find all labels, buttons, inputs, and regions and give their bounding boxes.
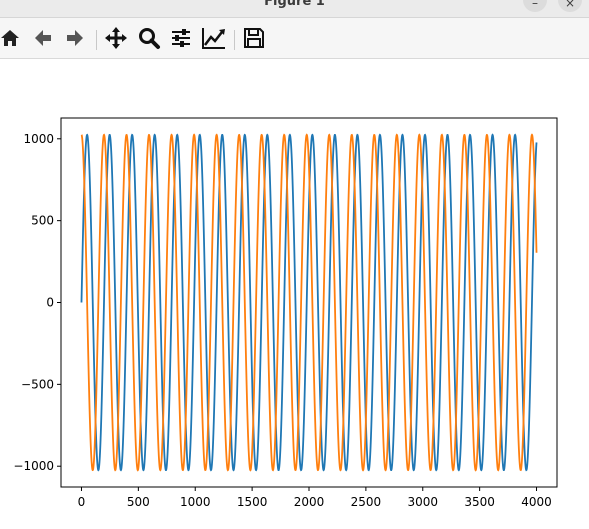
edit-axis-lines-icon: [201, 26, 227, 50]
x-tick-label: 3000: [407, 495, 438, 509]
y-tick-label: 1000: [23, 132, 54, 146]
zoom-magnifier-icon: [137, 26, 161, 50]
window-titlebar: Figure 1 – ×: [0, 0, 589, 18]
x-tick-label: 1000: [180, 495, 211, 509]
close-icon: ×: [565, 0, 575, 10]
forward-arrow-icon: [64, 27, 86, 49]
configure-subplots-icon: [169, 26, 193, 50]
y-tick-label: 500: [31, 214, 54, 228]
pan-move-icon: [104, 26, 128, 50]
y-tick-label: 0: [46, 296, 54, 310]
y-axis-ticks: −1000 −500 0 500 1000: [13, 132, 61, 473]
y-tick-label: −1000: [13, 459, 54, 473]
figure-canvas: 0 500 1000 1500 2000 2500 3000 3500 4000 −1000 −5…: [0, 59, 589, 529]
toolbar-separator: [96, 30, 97, 50]
save-button[interactable]: [240, 24, 268, 52]
x-tick-label: 1500: [237, 495, 268, 509]
navigation-toolbar: [0, 18, 589, 59]
home-button[interactable]: [0, 24, 24, 52]
toolbar-separator: [234, 30, 235, 50]
back-arrow-icon: [32, 27, 54, 49]
x-tick-label: 2000: [294, 495, 325, 509]
configure-subplots-button[interactable]: [167, 24, 195, 52]
x-tick-label: 0: [78, 495, 86, 509]
x-tick-label: 3500: [464, 495, 495, 509]
edit-axis-button[interactable]: [200, 24, 228, 52]
save-floppy-icon: [243, 27, 265, 49]
x-tick-label: 4000: [521, 495, 552, 509]
x-tick-label: 2500: [351, 495, 382, 509]
minimize-button[interactable]: –: [523, 0, 547, 12]
x-axis-ticks: 0 500 1000 1500 2000 2500 3000 3500 4000: [78, 487, 552, 509]
pan-button[interactable]: [102, 24, 130, 52]
minimize-icon: –: [532, 0, 538, 10]
forward-button[interactable]: [61, 24, 89, 52]
zoom-button[interactable]: [135, 24, 163, 52]
back-button[interactable]: [29, 24, 57, 52]
x-tick-label: 500: [127, 495, 150, 509]
close-button[interactable]: ×: [558, 0, 582, 12]
window-title: Figure 1: [0, 0, 589, 9]
home-icon: [0, 27, 21, 49]
y-tick-label: −500: [21, 377, 54, 391]
